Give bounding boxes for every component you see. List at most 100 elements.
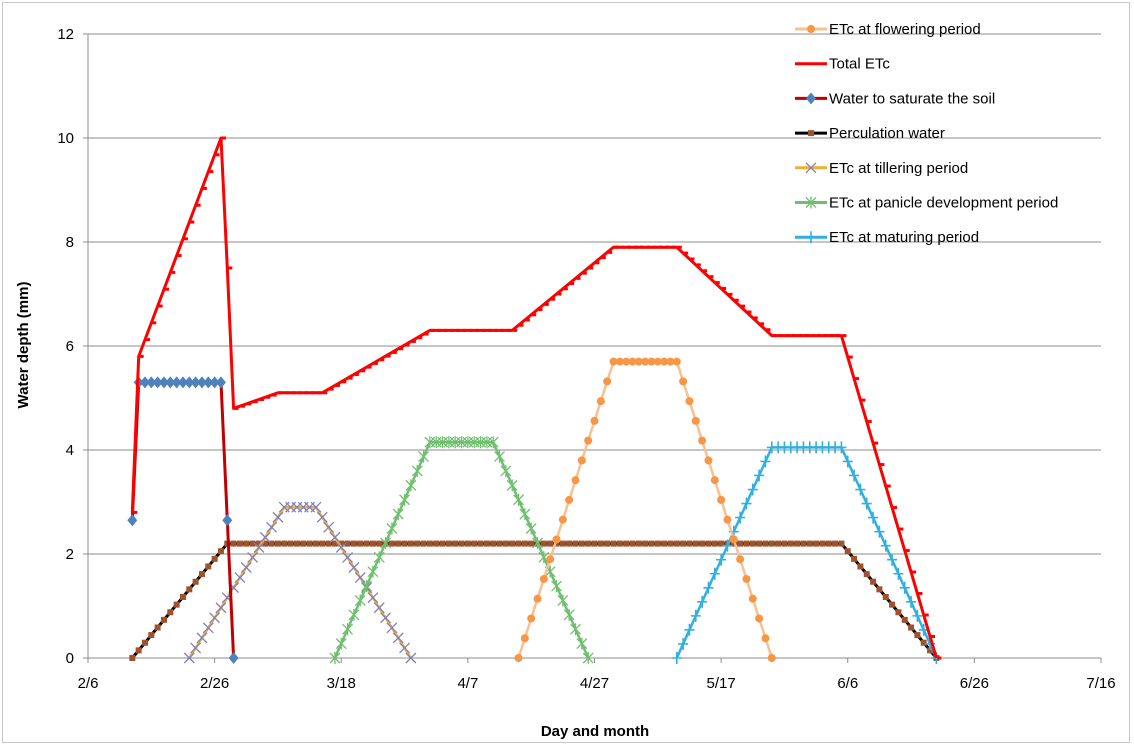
data-point (652, 245, 657, 249)
data-point (490, 540, 497, 547)
data-point (779, 334, 784, 338)
data-point (266, 521, 278, 533)
data-point (373, 361, 378, 365)
data-point (502, 540, 509, 547)
data-point (386, 522, 398, 535)
data-point (439, 540, 446, 547)
data-point (747, 483, 758, 496)
data-point (335, 541, 347, 553)
data-point (331, 540, 338, 547)
data-point (249, 540, 256, 547)
data-point (570, 282, 575, 286)
data-point (285, 391, 290, 395)
data-point (787, 540, 794, 547)
data-point (325, 540, 332, 547)
data-point (661, 540, 668, 547)
data-point (367, 365, 372, 369)
data-point (443, 328, 448, 332)
data-point (519, 323, 524, 327)
data-point (895, 609, 902, 616)
data-point (392, 508, 404, 521)
data-point (918, 592, 923, 596)
data-point (761, 634, 770, 643)
data-point (426, 540, 433, 547)
data-point (595, 261, 600, 265)
data-point (350, 540, 357, 547)
data-point (449, 328, 454, 332)
data-point (742, 574, 751, 583)
data-point (551, 580, 562, 593)
data-point (411, 464, 423, 477)
data-point (272, 393, 277, 397)
data-point (639, 245, 644, 249)
legend-marker (805, 196, 817, 209)
data-point (886, 484, 891, 488)
data-point (678, 637, 689, 650)
data-point (654, 540, 661, 547)
data-point (867, 420, 872, 424)
data-point (540, 540, 547, 547)
data-point (735, 511, 746, 524)
data-point (899, 527, 904, 531)
data-point (715, 281, 720, 285)
series-layer (127, 136, 942, 664)
data-point (861, 398, 866, 402)
data-point (354, 372, 359, 376)
data-point (800, 540, 807, 547)
data-point (753, 316, 758, 320)
data-point (874, 525, 885, 538)
x-tick-label: 2/6 (78, 675, 99, 692)
data-point (129, 655, 136, 661)
data-point (861, 497, 872, 510)
data-point (445, 540, 452, 547)
data-point (610, 540, 617, 547)
data-point (680, 540, 687, 547)
data-point (152, 321, 157, 325)
data-point (696, 263, 701, 267)
data-point (361, 369, 366, 373)
legend-label: Perculation water (829, 125, 945, 142)
data-point (127, 514, 138, 527)
data-point (133, 510, 138, 514)
data-point (215, 376, 226, 389)
data-point (842, 455, 853, 468)
data-point (316, 391, 321, 395)
data-point (335, 383, 340, 387)
data-point (791, 334, 796, 338)
data-point (729, 535, 738, 544)
data-point (705, 540, 712, 547)
data-point (927, 647, 934, 654)
legend-item-total-etc: Total ETc (795, 56, 890, 73)
data-point (658, 245, 663, 249)
series-line (188, 505, 412, 659)
data-point (215, 602, 227, 614)
data-point (622, 357, 631, 366)
data-point (437, 328, 442, 332)
data-point (380, 612, 392, 624)
data-point (183, 237, 188, 241)
data-point (380, 536, 392, 549)
data-point (462, 328, 467, 332)
data-point (367, 592, 379, 604)
data-point (171, 270, 176, 274)
data-point (452, 540, 459, 547)
data-point (363, 540, 370, 547)
data-point (591, 540, 598, 547)
data-point (785, 334, 790, 338)
data-point (319, 540, 326, 547)
data-point (716, 553, 727, 566)
series-line (333, 440, 590, 659)
data-point (297, 391, 302, 395)
data-point (667, 540, 674, 547)
data-point (666, 357, 675, 366)
data-point (253, 400, 258, 404)
axes: 0 2 4 6 8 10 12 2/6 2/26 3/18 4/7 4/27 5/17 6/6 6/26 7/… (57, 26, 1115, 692)
data-point (698, 436, 707, 445)
data-point (405, 652, 417, 664)
data-point (709, 567, 720, 580)
data-point (380, 358, 385, 362)
legend-item-etc-at-flowering-period: ETc at flowering period (795, 21, 981, 38)
data-point (146, 376, 157, 389)
data-point (405, 343, 410, 347)
data-point (171, 376, 182, 389)
